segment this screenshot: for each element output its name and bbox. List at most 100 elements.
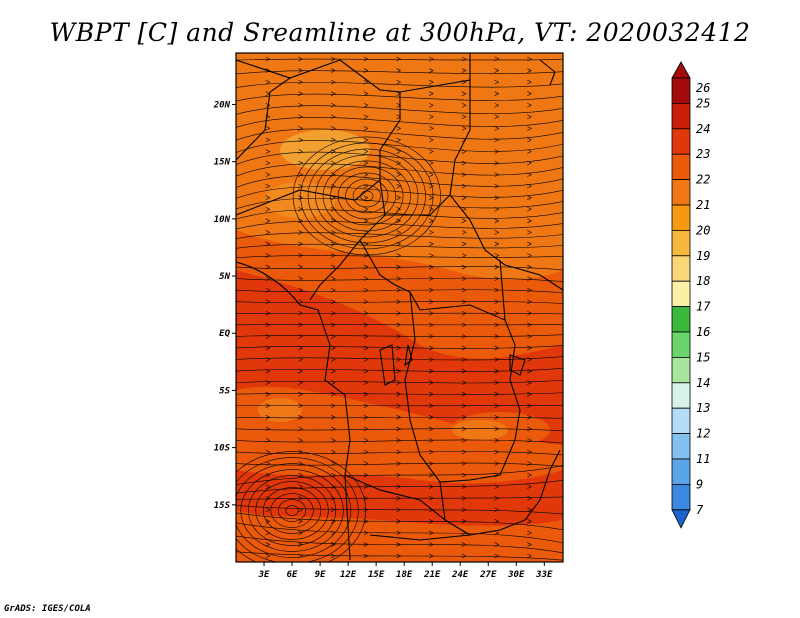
streamline-arrow — [363, 553, 369, 559]
streamline-arrow — [494, 438, 500, 443]
vortex-ring — [322, 160, 411, 232]
streamline-arrow — [527, 230, 532, 235]
streamline-arrow — [265, 519, 271, 524]
streamline-arrow — [429, 415, 434, 420]
streamline-arrow — [396, 149, 402, 154]
streamline-arrow — [363, 495, 369, 501]
streamline-arrow — [527, 241, 532, 247]
y-tick-label: 10N — [214, 215, 231, 225]
streamline-arrow — [363, 91, 369, 96]
streamline-arrow — [363, 160, 369, 166]
streamline-arrow — [330, 299, 336, 304]
streamline-arrow — [298, 530, 304, 536]
streamline-arrow — [298, 195, 304, 200]
streamline — [236, 356, 563, 361]
streamline-arrow — [494, 299, 500, 304]
streamline-arrow — [429, 172, 434, 177]
streamline-arrow — [494, 391, 500, 397]
x-tick-label: 12E — [340, 570, 357, 580]
streamline-arrow — [527, 126, 532, 131]
colorbar-segment — [671, 306, 691, 333]
streamline-arrow — [363, 322, 369, 328]
streamline-arrow — [330, 206, 336, 212]
streamline-arrow — [527, 264, 532, 270]
streamline-arrow — [527, 438, 532, 443]
streamline-arrow — [265, 542, 271, 547]
colorbar-segment — [671, 229, 691, 257]
streamline-arrow — [265, 345, 271, 351]
streamline-arrow — [330, 553, 336, 559]
streamline-arrow — [527, 56, 532, 62]
streamline-arrow — [461, 195, 467, 200]
streamline-arrow — [396, 380, 402, 385]
streamline-arrow — [461, 183, 467, 189]
streamline-arrow — [363, 264, 369, 270]
streamline-arrow — [396, 461, 402, 466]
streamline-arrow — [330, 264, 336, 270]
streamline — [236, 479, 563, 494]
streamline-arrow — [494, 195, 500, 200]
streamline-arrow — [363, 530, 369, 536]
streamline-arrow — [396, 438, 402, 443]
streamline-arrow — [330, 461, 336, 466]
streamline-arrow — [461, 357, 467, 362]
colorbar-segment — [671, 77, 691, 104]
streamline-arrow — [527, 91, 532, 96]
streamline-arrow — [527, 495, 532, 501]
streamline — [236, 128, 563, 141]
streamline-arrow — [429, 311, 434, 316]
streamline-arrow — [298, 114, 304, 120]
streamline-arrow — [265, 137, 271, 143]
streamline-arrow — [461, 68, 467, 73]
streamline-arrow — [429, 553, 434, 559]
streamline-arrow — [298, 368, 304, 374]
streamline-arrow — [265, 149, 271, 154]
y-tick-label: 15N — [214, 158, 231, 168]
map-area — [236, 53, 563, 562]
streamline-arrow — [298, 218, 304, 224]
streamline-arrow — [461, 172, 467, 177]
streamline-arrow — [527, 334, 532, 339]
streamline — [236, 209, 563, 220]
streamline-arrow — [396, 542, 402, 547]
streamline-arrow — [265, 230, 271, 235]
streamline-arrow — [330, 114, 336, 120]
streamline-arrow — [461, 126, 467, 131]
colorbar-segment — [671, 483, 691, 511]
streamline-arrow — [330, 79, 336, 85]
x-tick-label: 6E — [287, 570, 298, 580]
colorbar-segment — [671, 204, 691, 231]
vortex-ring — [255, 481, 329, 540]
streamline-arrow — [494, 345, 500, 351]
streamline — [236, 186, 563, 199]
streamline-arrow — [396, 287, 402, 293]
streamline-arrow — [494, 79, 500, 85]
streamline-arrow — [429, 276, 434, 281]
colorbar-label: 23 — [696, 147, 710, 161]
streamline-arrow — [330, 322, 336, 328]
streamline-arrow — [396, 403, 402, 409]
streamline-arrow — [527, 287, 532, 293]
streamline-arrow — [429, 79, 434, 85]
streamline-arrow — [330, 287, 336, 293]
vortex-ring — [236, 451, 367, 562]
streamline-arrow — [298, 438, 304, 443]
streamline-arrow — [265, 102, 271, 108]
streamline-arrow — [330, 345, 336, 351]
streamline-arrow — [429, 91, 434, 96]
streamline-arrow — [298, 91, 304, 96]
streamline-arrow — [461, 438, 467, 443]
streamline-arrow — [461, 426, 467, 432]
streamline-arrow — [527, 195, 532, 200]
streamline-arrow — [429, 380, 434, 385]
streamline-arrow — [461, 495, 467, 501]
streamline-arrow — [265, 183, 271, 189]
streamline — [236, 496, 563, 500]
streamline-arrow — [330, 391, 336, 397]
streamline-arrow — [527, 218, 532, 224]
streamline-arrow — [429, 149, 434, 154]
streamline-arrow — [494, 380, 500, 385]
streamline-arrow — [461, 472, 467, 478]
streamline-arrow — [298, 322, 304, 328]
streamline-arrow — [298, 102, 304, 108]
